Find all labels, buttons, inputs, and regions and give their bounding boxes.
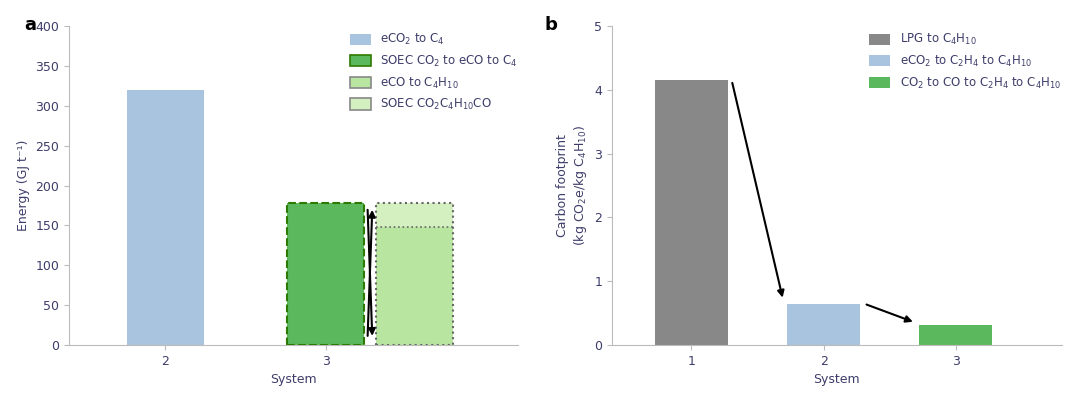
Legend: LPG to C$_4$H$_{10}$, eCO$_2$ to C$_2$H$_4$ to C$_4$H$_{10}$, CO$_2$ to CO to C$: LPG to C$_4$H$_{10}$, eCO$_2$ to C$_2$H$… (865, 29, 1065, 94)
Bar (376, 203, 453, 345)
Bar (376, 203, 453, 227)
Bar (126, 90, 204, 345)
X-axis label: System: System (270, 373, 316, 386)
Y-axis label: Energy (GJ t⁻¹): Energy (GJ t⁻¹) (16, 140, 29, 231)
X-axis label: System: System (813, 373, 860, 386)
Bar (287, 203, 364, 345)
Bar (287, 203, 364, 345)
Text: a: a (24, 17, 36, 34)
Bar (787, 303, 860, 345)
Bar (376, 227, 453, 345)
Bar (919, 325, 993, 345)
Text: b: b (544, 17, 557, 34)
Y-axis label: Carbon footprint
(kg CO$_2$e/kg C$_4$H$_{10}$): Carbon footprint (kg CO$_2$e/kg C$_4$H$_… (556, 125, 589, 246)
Bar (654, 80, 728, 345)
Legend: eCO$_2$ to C$_4$, SOEC CO$_2$ to eCO to C$_4$, eCO to C$_4$H$_{10}$, SOEC CO$_2$: eCO$_2$ to C$_4$, SOEC CO$_2$ to eCO to … (347, 29, 522, 116)
